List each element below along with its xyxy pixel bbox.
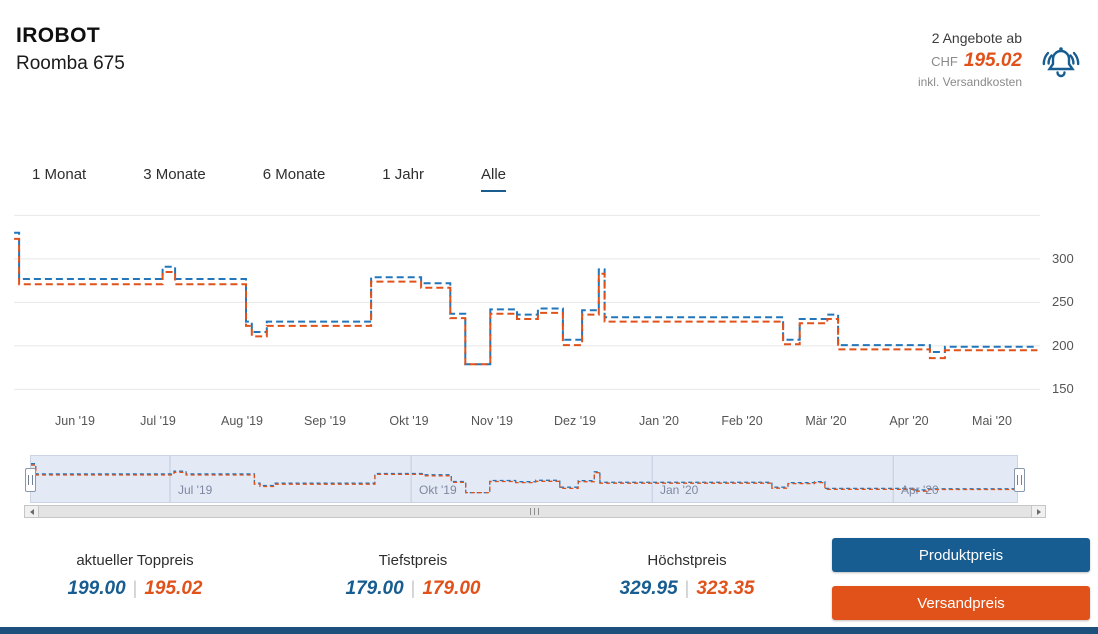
value-separator: |: [132, 578, 138, 598]
stat-label: aktueller Toppreis: [76, 552, 194, 569]
footer-bar: [0, 627, 1098, 634]
value-separator: |: [410, 578, 416, 598]
x-tick-label: Jan '20: [639, 414, 679, 428]
chart-navigator[interactable]: Jul '19 Okt '19 Jan '20 Apr '20: [30, 455, 1018, 503]
product-name: Roomba 675: [16, 53, 125, 74]
stat-values: 329.95 | 323.35: [592, 578, 782, 600]
tab-alle[interactable]: Alle: [481, 166, 507, 192]
scrollbar-grip-icon: [530, 508, 540, 515]
x-tick-label: Feb '20: [721, 414, 763, 428]
x-tick-label: Sep '19: [303, 414, 346, 428]
y-tick-label: 150: [1052, 381, 1074, 396]
shipping-price-value: 323.35: [696, 578, 755, 599]
price-alert-bell-icon[interactable]: [1038, 44, 1084, 89]
shipping-price-value: 195.02: [144, 578, 203, 599]
scroll-right-icon: [1036, 508, 1041, 515]
brand-name: IROBOT: [16, 24, 101, 47]
currency-label: CHF: [931, 54, 958, 69]
tab-1-jahr[interactable]: 1 Jahr: [382, 166, 424, 183]
scroll-left-button[interactable]: [24, 505, 39, 518]
stat-values: 179.00 | 179.00: [318, 578, 508, 600]
navigator-right-handle[interactable]: [1014, 468, 1025, 492]
y-tick-label: 200: [1052, 338, 1074, 353]
x-tick-label: Mai '20: [972, 414, 1012, 428]
chart-scrollbar: [24, 505, 1046, 518]
offer-count[interactable]: 2 Angebote ab: [931, 30, 1022, 46]
versandpreis-button[interactable]: Versandpreis: [832, 586, 1090, 620]
tab-1-monat[interactable]: 1 Monat: [32, 166, 87, 183]
y-tick-label: 250: [1052, 294, 1074, 309]
offer-price-line: CHF 195.02: [918, 50, 1022, 72]
value-separator: |: [684, 578, 690, 598]
stat-lowest-price: Tiefstpreis 179.00 | 179.00: [318, 552, 508, 600]
x-tick-label: Okt '19: [389, 414, 429, 428]
tab-6-monate[interactable]: 6 Monate: [262, 166, 326, 183]
range-tabs: 1 Monat 3 Monate 6 Monate 1 Jahr Alle: [32, 166, 563, 192]
shipping-price-value: 179.00: [422, 578, 481, 599]
product-price-value: 179.00: [345, 578, 404, 599]
stat-label: Höchstpreis: [647, 552, 727, 569]
stat-current-top-price: aktueller Toppreis 199.00 | 195.02: [40, 552, 230, 600]
x-tick-label: Jul '19: [140, 414, 176, 428]
stat-highest-price: Höchstpreis 329.95 | 323.35: [592, 552, 782, 600]
scroll-left-icon: [29, 508, 34, 515]
navigator-left-handle[interactable]: [25, 468, 36, 492]
product-price-value: 199.00: [67, 578, 126, 599]
navigator-tick-label: Jul '19: [178, 483, 213, 497]
stat-label: Tiefstpreis: [378, 552, 448, 569]
product-price-value: 329.95: [619, 578, 678, 599]
offer-summary: 2 Angebote ab CHF 195.02 inkl. Versandkos…: [918, 30, 1022, 89]
x-tick-label: Dez '19: [554, 414, 596, 428]
x-axis-labels: Jun '19 Jul '19 Aug '19 Sep '19 Okt '19 Nov '…: [14, 414, 1040, 432]
scroll-right-button[interactable]: [1031, 505, 1046, 518]
price-history-chart: [14, 214, 1040, 390]
x-tick-label: Mär '20: [805, 414, 847, 428]
best-price: 195.02: [963, 50, 1022, 71]
stat-values: 199.00 | 195.02: [40, 578, 230, 600]
navigator-tick-label: Apr '20: [901, 483, 939, 497]
navigator-mini-chart: [31, 456, 1017, 502]
y-axis-labels: 300 250 200 150: [1052, 205, 1092, 412]
x-tick-label: Jun '19: [55, 414, 95, 428]
x-tick-label: Aug '19: [220, 414, 263, 428]
navigator-tick-label: Okt '19: [419, 483, 457, 497]
produktpreis-button[interactable]: Produktpreis: [832, 538, 1090, 572]
scrollbar-thumb[interactable]: [39, 506, 1031, 517]
scrollbar-track[interactable]: [39, 505, 1031, 518]
navigator-tick-label: Jan '20: [660, 483, 699, 497]
shipping-note: inkl. Versandkosten: [917, 75, 1022, 89]
x-tick-label: Nov '19: [471, 414, 513, 428]
x-tick-label: Apr '20: [889, 414, 929, 428]
y-tick-label: 300: [1052, 251, 1074, 266]
tab-3-monate[interactable]: 3 Monate: [143, 166, 206, 183]
